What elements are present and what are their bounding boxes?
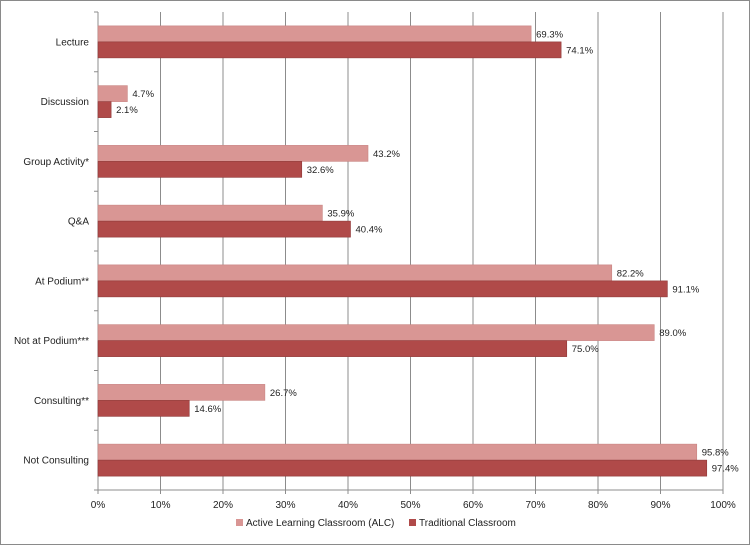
data-label: 95.8% [702, 448, 729, 459]
bar-alc [97, 204, 323, 222]
category-label: At Podium** [35, 276, 89, 287]
category-label: Group Activity* [23, 157, 89, 168]
legend: Active Learning Classroom (ALC) Tradition… [236, 518, 516, 529]
x-tick-label: 80% [588, 500, 608, 511]
x-tick-label: 70% [525, 500, 545, 511]
bar-traditional [97, 340, 568, 357]
bar-alc [97, 145, 369, 162]
data-label: 43.2% [373, 149, 400, 160]
data-label: 14.6% [194, 404, 221, 415]
x-tick-labels: 0% 10% 20% 30% 40% 50% 60% 70% 80% 90% 100% [91, 500, 736, 511]
bar-traditional [97, 161, 303, 178]
x-tick-label: 60% [463, 500, 483, 511]
bar-traditional [97, 459, 708, 477]
category-label: Consulting** [34, 396, 89, 407]
x-tick-label: 20% [213, 500, 233, 511]
legend-swatch-alc [236, 519, 243, 526]
data-label: 40.4% [356, 225, 383, 236]
bar-traditional [97, 400, 190, 417]
gridlines [160, 12, 724, 490]
bar-alc [97, 85, 128, 102]
bars [97, 25, 708, 477]
data-label: 2.1% [116, 105, 138, 116]
data-label: 69.3% [536, 29, 563, 40]
bar-traditional [97, 101, 112, 118]
x-tick-label: 90% [650, 500, 670, 511]
category-labels: Lecture Discussion Group Activity* Q&A At Po… [14, 37, 89, 466]
data-label: 32.6% [307, 165, 334, 176]
category-label: Discussion [41, 97, 89, 108]
category-label: Lecture [56, 37, 90, 48]
legend-label-traditional: Traditional Classroom [419, 518, 516, 529]
bar-alc [97, 324, 655, 341]
x-tick-label: 50% [400, 500, 420, 511]
x-tick-label: 30% [275, 500, 295, 511]
category-label: Not Consulting [23, 456, 89, 467]
data-label: 82.2% [617, 268, 644, 279]
bar-alc [97, 264, 613, 282]
data-label: 4.7% [132, 89, 154, 100]
data-label: 75.0% [572, 344, 599, 355]
bar-traditional [97, 41, 562, 59]
bar-alc [97, 384, 266, 401]
data-labels: 69.3%74.1% 4.7% 2.1% 43.2% 32.6% 35.9%40.4% 82… [116, 29, 739, 474]
data-label: 91.1% [672, 284, 699, 295]
bar-alc [97, 443, 698, 461]
x-tick-label: 40% [338, 500, 358, 511]
x-tick-label: 0% [91, 500, 106, 511]
data-label: 26.7% [270, 388, 297, 399]
bar-traditional [97, 280, 668, 298]
x-tick-label: 10% [150, 500, 170, 511]
data-label: 89.0% [659, 328, 686, 339]
legend-label-alc: Active Learning Classroom (ALC) [246, 518, 394, 529]
legend-swatch-traditional [409, 519, 416, 526]
bar-alc [97, 25, 532, 43]
data-label: 97.4% [712, 464, 739, 475]
category-label: Not at Podium*** [14, 336, 89, 347]
axes [94, 11, 724, 494]
bar-traditional [97, 220, 351, 238]
data-label: 74.1% [566, 45, 593, 56]
category-label: Q&A [68, 217, 89, 228]
x-tick-label: 100% [710, 500, 736, 511]
data-label: 35.9% [327, 209, 354, 220]
